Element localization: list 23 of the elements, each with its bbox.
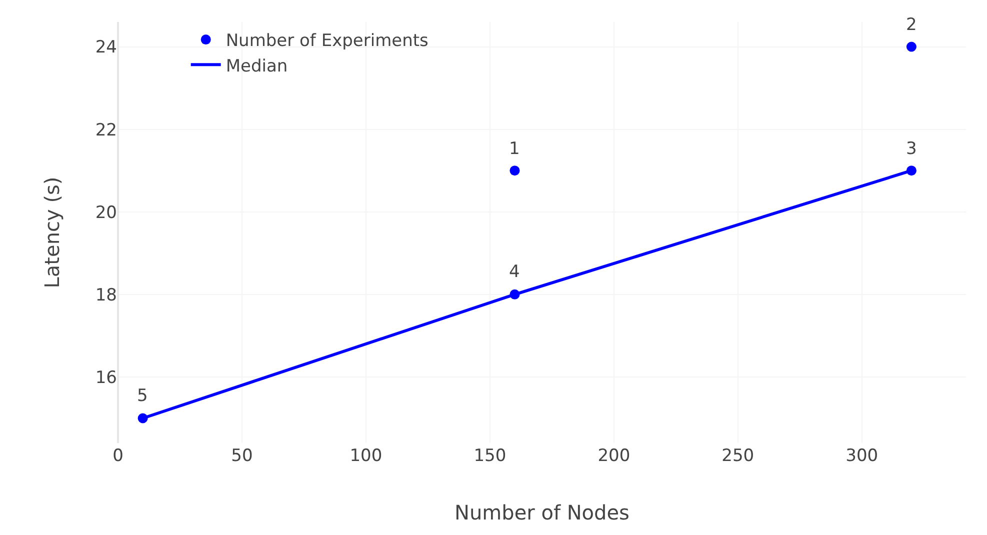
x-tick-label: 250 [722, 446, 754, 466]
y-tick-label: 24 [95, 38, 117, 58]
point [510, 166, 520, 176]
y-axis-title: Latency (s) [40, 176, 64, 288]
x-tick-label: 0 [112, 446, 124, 466]
y-tick-label: 16 [95, 368, 117, 388]
x-tick-label: 150 [474, 446, 506, 466]
y-tick-label: 18 [95, 285, 117, 306]
annotation: 4 [509, 262, 520, 282]
y-tick-label: 20 [95, 202, 117, 223]
legend-label: Median [226, 56, 288, 76]
annotation: 1 [509, 139, 520, 159]
annotation: 3 [906, 139, 917, 159]
x-axis-title: Number of Nodes [454, 500, 630, 524]
x-tick-label: 100 [350, 446, 382, 466]
legend-label: Number of Experiments [226, 31, 429, 52]
annotation: 2 [906, 15, 917, 35]
point [906, 42, 916, 52]
y-tick-label: 22 [95, 120, 117, 140]
annotation: 5 [137, 386, 148, 406]
x-tick-label: 200 [598, 446, 630, 466]
x-tick-label: 50 [231, 446, 253, 466]
x-tick-label: 300 [846, 446, 878, 466]
